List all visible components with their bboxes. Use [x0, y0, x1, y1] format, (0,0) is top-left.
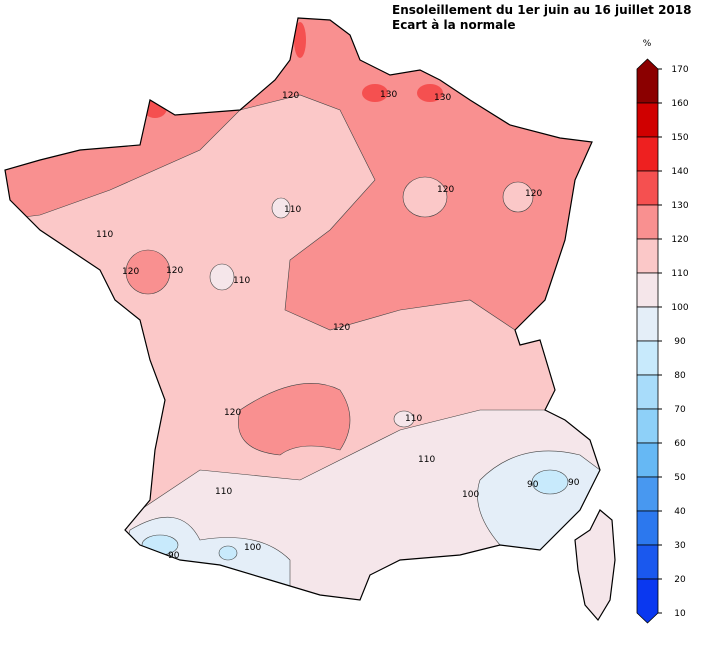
colorbar-label: 90: [674, 337, 686, 347]
contour-label: 100: [462, 490, 479, 500]
contour-label: 120: [122, 267, 139, 277]
contour-label: 110: [405, 414, 422, 424]
contour-label: 110: [96, 230, 113, 240]
colorbar-label: 100: [671, 303, 688, 313]
colorbar-swatch: [636, 272, 659, 308]
contour-label: 120: [282, 91, 299, 101]
colorbar-label: 170: [671, 65, 688, 75]
contour-label: 110: [418, 455, 435, 465]
colorbar-swatch: [636, 476, 659, 512]
colorbar-swatch: [636, 544, 659, 580]
contour-label: 110: [233, 276, 250, 286]
colorbar-label: 120: [671, 235, 688, 245]
contour-label: 110: [284, 205, 301, 215]
contour-label: 130: [434, 93, 451, 103]
colorbar-swatch: [636, 374, 659, 410]
colorbar-swatch: [636, 238, 659, 274]
colorbar-label: 50: [674, 473, 686, 483]
contour-label: 120: [166, 266, 183, 276]
france-border: [4, 17, 601, 601]
colorbar-swatch: [636, 58, 659, 104]
colorbar-swatch: [636, 578, 659, 624]
colorbar-swatch: [636, 170, 659, 206]
colorbar-label: 110: [671, 269, 688, 279]
title: Ensoleillement du 1er juin au 16 juillet…: [392, 3, 691, 17]
colorbar-label: 20: [674, 575, 686, 585]
colorbar-label: 40: [674, 507, 686, 517]
colorbar-label: 160: [671, 99, 688, 109]
contour-label: 120: [333, 323, 350, 333]
colorbar-label: 150: [671, 133, 688, 143]
colorbar-swatch: [636, 442, 659, 478]
colorbar-swatch: [636, 340, 659, 376]
colorbar-label: 140: [671, 167, 688, 177]
colorbar-swatch: [636, 102, 659, 138]
colorbar-label: 130: [671, 201, 688, 211]
contour-labels: 120 130 130 120 120 110 110 120 110 120 …: [96, 90, 580, 561]
contour-label: 120: [525, 189, 542, 199]
contour-label: 90: [527, 480, 539, 490]
contour-label: 90: [568, 478, 580, 488]
colorbar-label: 70: [674, 405, 686, 415]
corsica: [574, 509, 616, 622]
contour-label: 130: [380, 90, 397, 100]
contour-label: 90: [168, 551, 180, 561]
subtitle: Ecart à la normale: [392, 18, 515, 32]
colorbar-swatch: [636, 408, 659, 444]
contour-label: 110: [215, 487, 232, 497]
colorbar-label: 80: [674, 371, 686, 381]
colorbar-label: 60: [674, 439, 686, 449]
colorbar-swatch: [636, 136, 659, 172]
legend-unit: %: [643, 39, 652, 49]
colorbar-swatch: [636, 306, 659, 342]
colorbar-swatch: [636, 204, 659, 240]
france-zones: [5, 18, 600, 600]
colorbar: 170 160 150 140 130 120 110 100 90 80 70 60 50 40 30 20…: [636, 58, 689, 624]
contour-label: 120: [224, 408, 241, 418]
contour-label: 100: [244, 543, 261, 553]
contour-label: 120: [437, 185, 454, 195]
colorbar-label: 10: [674, 609, 686, 619]
colorbar-swatch: [636, 510, 659, 546]
colorbar-label: 30: [674, 541, 686, 551]
